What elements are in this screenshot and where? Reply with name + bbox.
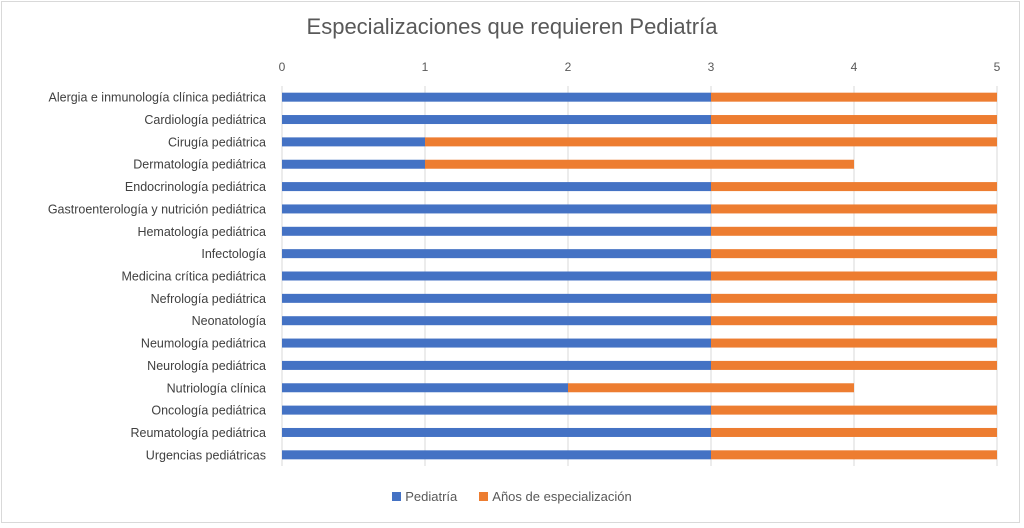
bar-especializacion xyxy=(711,182,997,192)
bar-especializacion xyxy=(711,338,997,348)
bar-pediatria xyxy=(282,360,711,370)
bar-especializacion xyxy=(711,360,997,370)
bar-especializacion xyxy=(425,137,997,147)
x-tick-label: 2 xyxy=(565,60,572,74)
bar-especializacion xyxy=(711,226,997,236)
legend-item-pediatria: Pediatría xyxy=(392,489,457,504)
bar-especializacion xyxy=(711,92,997,102)
category-label: Neumología pediátrica xyxy=(141,337,266,351)
category-label: Medicina crítica pediátrica xyxy=(121,270,266,284)
bar-pediatria xyxy=(282,137,425,147)
category-label: Reumatología pediátrica xyxy=(131,426,267,440)
bar-especializacion xyxy=(711,316,997,326)
category-label: Gastroenterología y nutrición pediátrica xyxy=(48,202,266,216)
legend-label-especializacion: Años de especialización xyxy=(492,489,632,504)
bar-especializacion xyxy=(568,383,854,393)
category-label: Nutriología clínica xyxy=(167,381,266,395)
bar-pediatria xyxy=(282,338,711,348)
bar-especializacion xyxy=(711,450,997,460)
legend-item-especializacion: Años de especialización xyxy=(479,489,632,504)
legend: Pediatría Años de especialización xyxy=(0,489,1024,504)
bar-pediatria xyxy=(282,405,711,415)
legend-label-pediatria: Pediatría xyxy=(405,489,458,504)
bar-especializacion xyxy=(711,115,997,125)
bar-especializacion xyxy=(711,249,997,259)
bar-especializacion xyxy=(711,427,997,437)
bar-especializacion xyxy=(711,204,997,214)
category-label: Neonatología xyxy=(192,314,266,328)
legend-swatch-especializacion xyxy=(479,492,489,501)
category-label: Cardiología pediátrica xyxy=(144,113,266,127)
chart-title: Especializaciones que requieren Pediatrí… xyxy=(306,14,718,39)
legend-swatch-pediatria xyxy=(392,492,402,501)
category-label: Cirugía pediátrica xyxy=(168,135,266,149)
bar-pediatria xyxy=(282,182,711,192)
x-tick-label: 0 xyxy=(279,60,286,74)
bar-pediatria xyxy=(282,92,711,102)
bar-pediatria xyxy=(282,226,711,236)
category-label: Nefrología pediátrica xyxy=(151,292,266,306)
x-tick-label: 1 xyxy=(422,60,429,74)
bar-pediatria xyxy=(282,249,711,259)
category-label: Oncología pediátrica xyxy=(151,404,266,418)
bar-pediatria xyxy=(282,316,711,326)
bar-especializacion xyxy=(425,159,854,169)
x-tick-label: 3 xyxy=(708,60,715,74)
bar-pediatria xyxy=(282,293,711,303)
bar-especializacion xyxy=(711,293,997,303)
bar-pediatria xyxy=(282,383,568,393)
category-label: Dermatología pediátrica xyxy=(133,158,266,172)
bar-pediatria xyxy=(282,115,711,125)
bar-pediatria xyxy=(282,427,711,437)
category-label: Endocrinología pediátrica xyxy=(125,180,266,194)
bar-especializacion xyxy=(711,271,997,281)
category-label: Neurología pediátrica xyxy=(147,359,266,373)
category-label: Infectología xyxy=(201,247,266,261)
x-tick-label: 5 xyxy=(994,60,1001,74)
bar-pediatria xyxy=(282,204,711,214)
x-tick-label: 4 xyxy=(851,60,858,74)
bar-pediatria xyxy=(282,159,425,169)
category-label: Urgencias pediátricas xyxy=(146,448,266,462)
bar-especializacion xyxy=(711,405,997,415)
bar-pediatria xyxy=(282,450,711,460)
category-label: Hematología pediátrica xyxy=(137,225,266,239)
category-label: Alergia e inmunología clínica pediátrica xyxy=(49,91,267,105)
bar-pediatria xyxy=(282,271,711,281)
